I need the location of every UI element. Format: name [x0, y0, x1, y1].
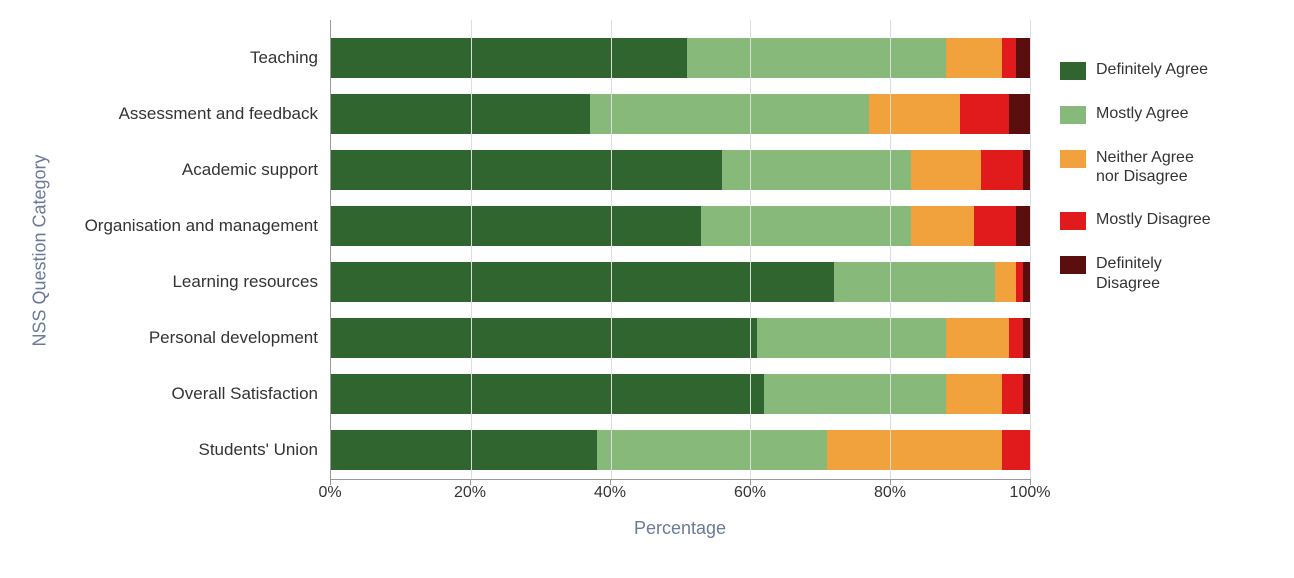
x-tick-label: 40% — [594, 484, 626, 502]
bar-segment-neither — [869, 94, 960, 134]
bar-segment-mostly_agree — [701, 206, 911, 246]
legend-label: Neither Agree nor Disagree — [1096, 148, 1220, 186]
bar-segment-mostly_disagree — [1016, 262, 1023, 302]
stacked-bar — [331, 430, 1030, 470]
bar-segment-neither — [827, 430, 1002, 470]
bar-segment-mostly_agree — [834, 262, 995, 302]
bar-segment-mostly_disagree — [974, 206, 1016, 246]
x-tick-label: 60% — [734, 484, 766, 502]
bar-segment-definitely_agree — [331, 430, 597, 470]
category-label: Teaching — [60, 30, 330, 86]
bar-segment-mostly_agree — [597, 430, 828, 470]
legend-label: Definitely Disagree — [1096, 254, 1220, 292]
legend-item: Definitely Disagree — [1060, 254, 1220, 292]
category-label: Assessment and feedback — [60, 86, 330, 142]
gridline — [611, 20, 612, 479]
stacked-bar — [331, 150, 1030, 190]
bar-segment-definitely_agree — [331, 206, 701, 246]
plot-column: 0%20%40%60%80%100% Percentage — [330, 20, 1030, 539]
category-label: Learning resources — [60, 254, 330, 310]
nss-stacked-bar-chart: NSS Question Category TeachingAssessment… — [20, 20, 1274, 558]
x-axis-ticks: 0%20%40%60%80%100% — [330, 480, 1030, 510]
bar-segment-neither — [911, 206, 974, 246]
bar-segment-definitely_disagree — [1023, 150, 1030, 190]
gridline — [750, 20, 751, 479]
bar-segment-neither — [946, 374, 1002, 414]
legend-swatch — [1060, 212, 1086, 230]
bar-row — [331, 366, 1030, 422]
category-label: Personal development — [60, 310, 330, 366]
bar-segment-mostly_agree — [757, 318, 946, 358]
bar-segment-definitely_disagree — [1023, 374, 1030, 414]
bar-segment-mostly_disagree — [981, 150, 1023, 190]
bar-segment-definitely_agree — [331, 150, 722, 190]
y-axis-label-container: NSS Question Category — [20, 20, 60, 480]
bar-row — [331, 30, 1030, 86]
bar-segment-neither — [946, 318, 1009, 358]
legend-label: Mostly Disagree — [1096, 210, 1211, 229]
category-labels-column: TeachingAssessment and feedbackAcademic … — [60, 20, 330, 478]
bar-segment-mostly_agree — [590, 94, 870, 134]
bar-segment-mostly_disagree — [1002, 374, 1023, 414]
bar-row — [331, 142, 1030, 198]
x-tick-label: 80% — [874, 484, 906, 502]
gridline — [890, 20, 891, 479]
bar-segment-definitely_agree — [331, 94, 590, 134]
bar-segment-definitely_agree — [331, 318, 757, 358]
stacked-bar — [331, 38, 1030, 78]
legend-swatch — [1060, 150, 1086, 168]
x-tick-label: 20% — [454, 484, 486, 502]
legend: Definitely Agree Mostly Agree Neither Agre… — [1060, 20, 1220, 317]
bars-container — [331, 30, 1030, 478]
bar-segment-definitely_agree — [331, 38, 687, 78]
legend-item: Mostly Agree — [1060, 104, 1220, 124]
stacked-bar — [331, 318, 1030, 358]
y-axis-label: NSS Question Category — [30, 154, 51, 346]
bar-segment-definitely_disagree — [1023, 318, 1030, 358]
bar-row — [331, 198, 1030, 254]
category-label: Overall Satisfaction — [60, 366, 330, 422]
bar-segment-definitely_disagree — [1023, 262, 1030, 302]
x-axis-label: Percentage — [330, 518, 1030, 539]
gridline — [1030, 20, 1031, 479]
bar-row — [331, 86, 1030, 142]
legend-label: Definitely Agree — [1096, 60, 1208, 79]
legend-swatch — [1060, 62, 1086, 80]
bar-segment-neither — [946, 38, 1002, 78]
bar-segment-definitely_disagree — [1016, 206, 1030, 246]
bar-segment-definitely_agree — [331, 262, 834, 302]
bar-row — [331, 310, 1030, 366]
bar-segment-mostly_agree — [687, 38, 946, 78]
bar-segment-neither — [995, 262, 1016, 302]
legend-swatch — [1060, 256, 1086, 274]
gridline — [471, 20, 472, 479]
bar-segment-mostly_agree — [764, 374, 946, 414]
bar-segment-definitely_disagree — [1016, 38, 1030, 78]
bar-segment-definitely_agree — [331, 374, 764, 414]
plot-area — [330, 20, 1030, 480]
bar-segment-neither — [911, 150, 981, 190]
stacked-bar — [331, 206, 1030, 246]
legend-item: Neither Agree nor Disagree — [1060, 148, 1220, 186]
stacked-bar — [331, 374, 1030, 414]
category-label: Academic support — [60, 142, 330, 198]
bar-segment-mostly_disagree — [1009, 318, 1023, 358]
legend-item: Definitely Agree — [1060, 60, 1220, 80]
stacked-bar — [331, 262, 1030, 302]
bar-segment-definitely_disagree — [1009, 94, 1030, 134]
x-tick-label: 100% — [1010, 484, 1051, 502]
legend-label: Mostly Agree — [1096, 104, 1188, 123]
stacked-bar — [331, 94, 1030, 134]
category-label: Organisation and management — [60, 198, 330, 254]
x-tick-label: 0% — [318, 484, 341, 502]
bar-row — [331, 254, 1030, 310]
bar-segment-mostly_disagree — [1002, 38, 1016, 78]
legend-swatch — [1060, 106, 1086, 124]
bar-segment-mostly_disagree — [1002, 430, 1030, 470]
bar-row — [331, 422, 1030, 478]
bar-segment-mostly_disagree — [960, 94, 1009, 134]
legend-item: Mostly Disagree — [1060, 210, 1220, 230]
category-label: Students' Union — [60, 422, 330, 478]
